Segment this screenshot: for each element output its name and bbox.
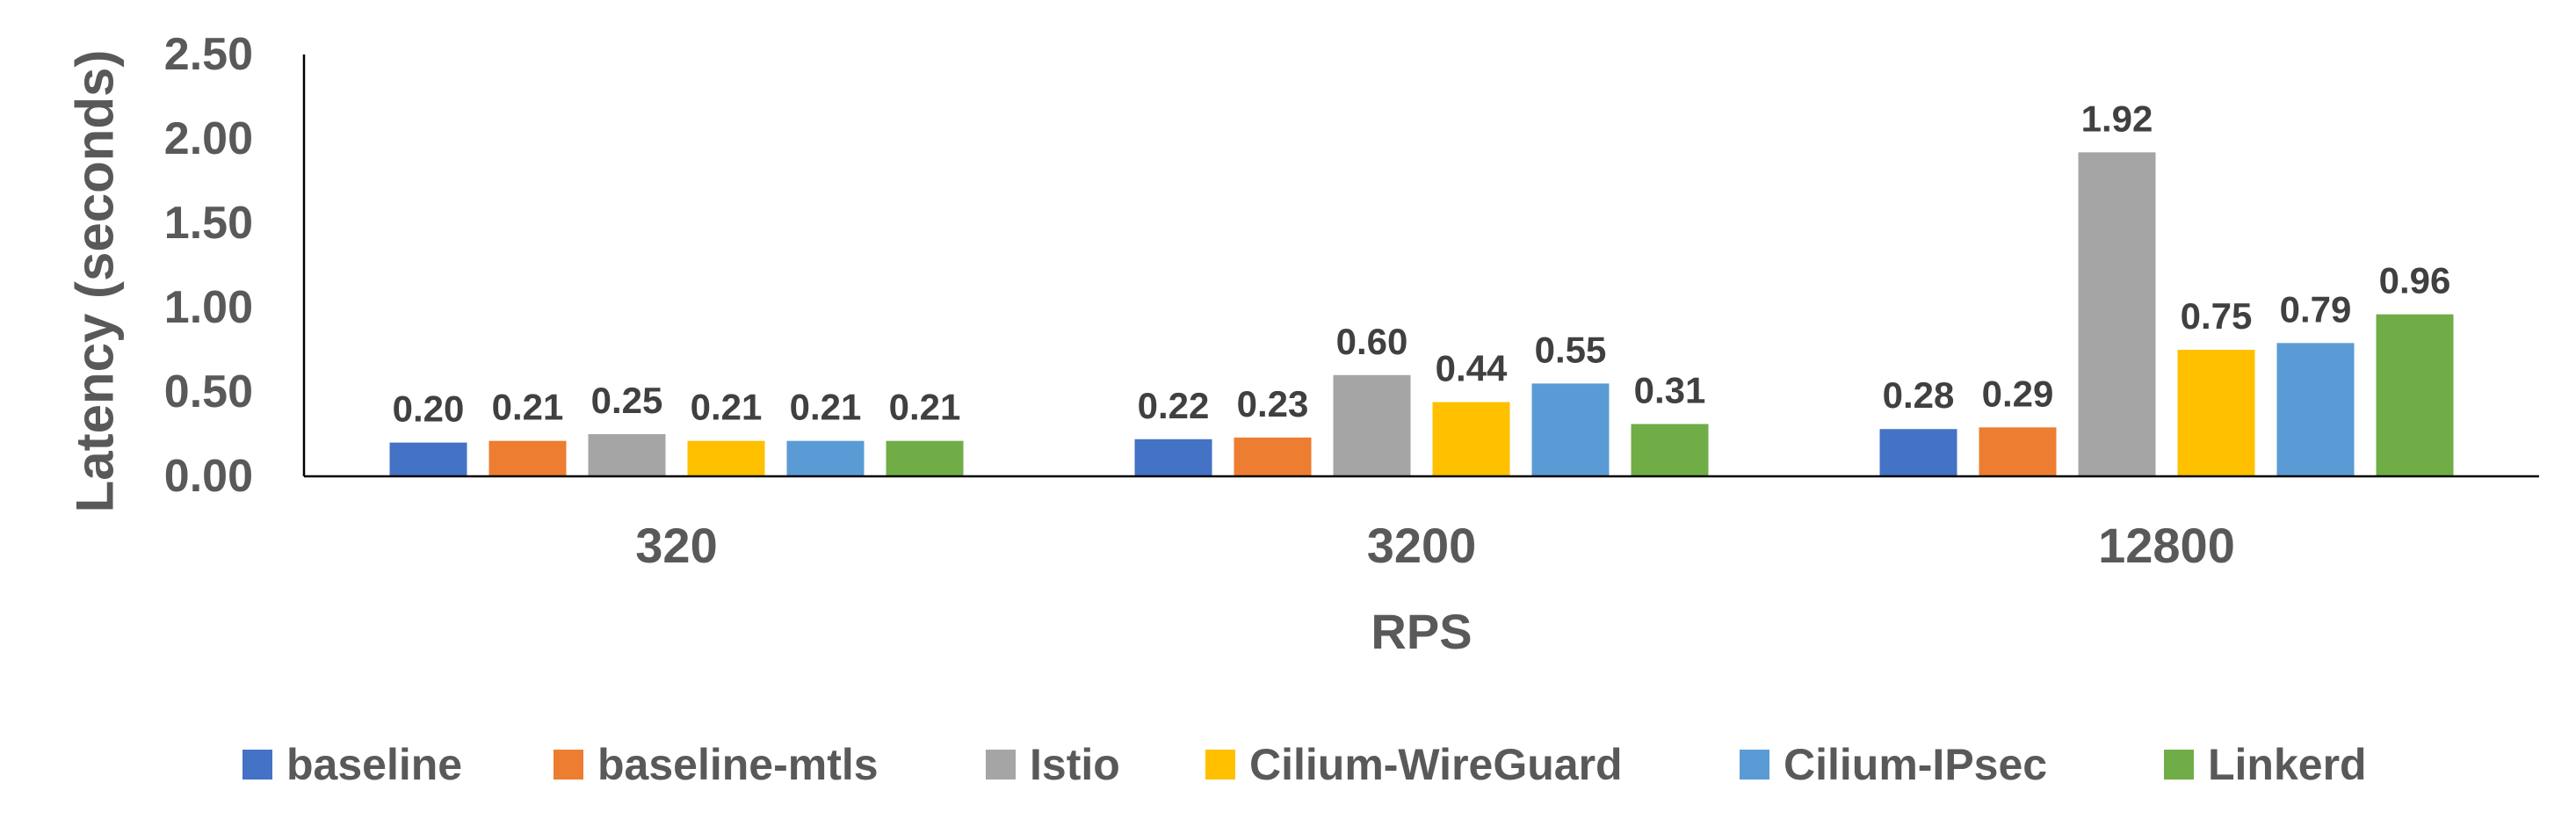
bar-baseline-mtls-3200	[1234, 437, 1312, 476]
x-category-label: 320	[635, 518, 717, 573]
data-label: 0.60	[1336, 321, 1408, 362]
y-tick-labels: 0.00 0.50 1.00 1.50 2.00 2.50	[164, 29, 253, 502]
bar-baseline-mtls-12800	[1979, 427, 2057, 476]
data-label: 0.44	[1436, 348, 1508, 389]
x-category-labels: 320 3200 12800	[635, 518, 2235, 573]
legend-swatch	[986, 750, 1016, 780]
bar-baseline-12800	[1879, 429, 1957, 476]
bar-linkerd-320	[886, 440, 964, 476]
data-label: 0.96	[2379, 260, 2451, 301]
data-label: 0.21	[889, 387, 961, 428]
data-label: 0.31	[1634, 369, 1706, 410]
bar-baseline-3200	[1134, 439, 1212, 476]
data-labels-layer: 0.20 0.21 0.25 0.21 0.21 0.21 0.22 0.23 0.60 0.44…	[393, 98, 2451, 429]
bar-cilium-ipsec-12800	[2276, 343, 2355, 476]
axes-layer	[302, 54, 2539, 478]
x-axis-title: RPS	[1371, 604, 1472, 659]
x-category-label: 3200	[1367, 518, 1477, 573]
legend-label: Cilium-IPsec	[1784, 740, 2047, 789]
legend-label: baseline-mtls	[597, 740, 879, 789]
legend-swatch	[554, 750, 583, 780]
bar-cilium-wireguard-3200	[1432, 402, 1510, 476]
data-label: 0.21	[492, 387, 564, 428]
data-label: 0.79	[2280, 288, 2352, 330]
data-label: 0.75	[2181, 295, 2253, 337]
legend-label: Linkerd	[2208, 740, 2367, 789]
legend-swatch	[1205, 750, 1235, 780]
y-axis-title: Latency (seconds)	[66, 50, 125, 513]
y-tick-label: 2.50	[164, 29, 253, 80]
bars-layer	[389, 152, 2454, 477]
y-tick-label: 0.00	[164, 451, 253, 502]
bar-linkerd-12800	[2376, 314, 2454, 476]
legend-label: Istio	[1030, 740, 1120, 789]
y-tick-label: 0.50	[164, 366, 253, 417]
data-label: 0.23	[1237, 383, 1309, 424]
legend-label: baseline	[286, 740, 462, 789]
bar-cilium-wireguard-320	[687, 440, 765, 476]
bar-cilium-wireguard-12800	[2177, 350, 2255, 476]
data-label: 0.21	[790, 387, 862, 428]
y-tick-label: 1.00	[164, 282, 253, 333]
data-label: 0.20	[393, 388, 465, 430]
y-tick-label: 2.00	[164, 113, 253, 164]
bar-istio-3200	[1333, 374, 1411, 476]
bar-cilium-ipsec-320	[786, 440, 865, 476]
data-label: 0.21	[691, 387, 763, 428]
bar-istio-12800	[2078, 152, 2156, 477]
data-label: 0.28	[1883, 374, 1955, 416]
data-label: 0.22	[1138, 385, 1210, 426]
data-label: 0.55	[1535, 329, 1607, 370]
legend-label: Cilium-WireGuard	[1249, 740, 1623, 789]
data-label: 0.29	[1982, 373, 2054, 414]
data-label: 1.92	[2081, 98, 2153, 139]
bar-cilium-ipsec-3200	[1531, 383, 1610, 476]
x-category-label: 12800	[2098, 518, 2235, 573]
bar-baseline-320	[389, 442, 467, 476]
legend: baseline baseline-mtls Istio Cilium-WireGua…	[242, 740, 2367, 789]
data-label: 0.25	[591, 380, 663, 421]
legend-swatch	[2164, 750, 2194, 780]
y-tick-label: 1.50	[164, 198, 253, 249]
bar-linkerd-3200	[1631, 424, 1709, 476]
legend-swatch	[1740, 750, 1769, 780]
legend-swatch	[242, 750, 272, 780]
bar-baseline-mtls-320	[488, 440, 567, 476]
bar-istio-320	[588, 434, 666, 476]
